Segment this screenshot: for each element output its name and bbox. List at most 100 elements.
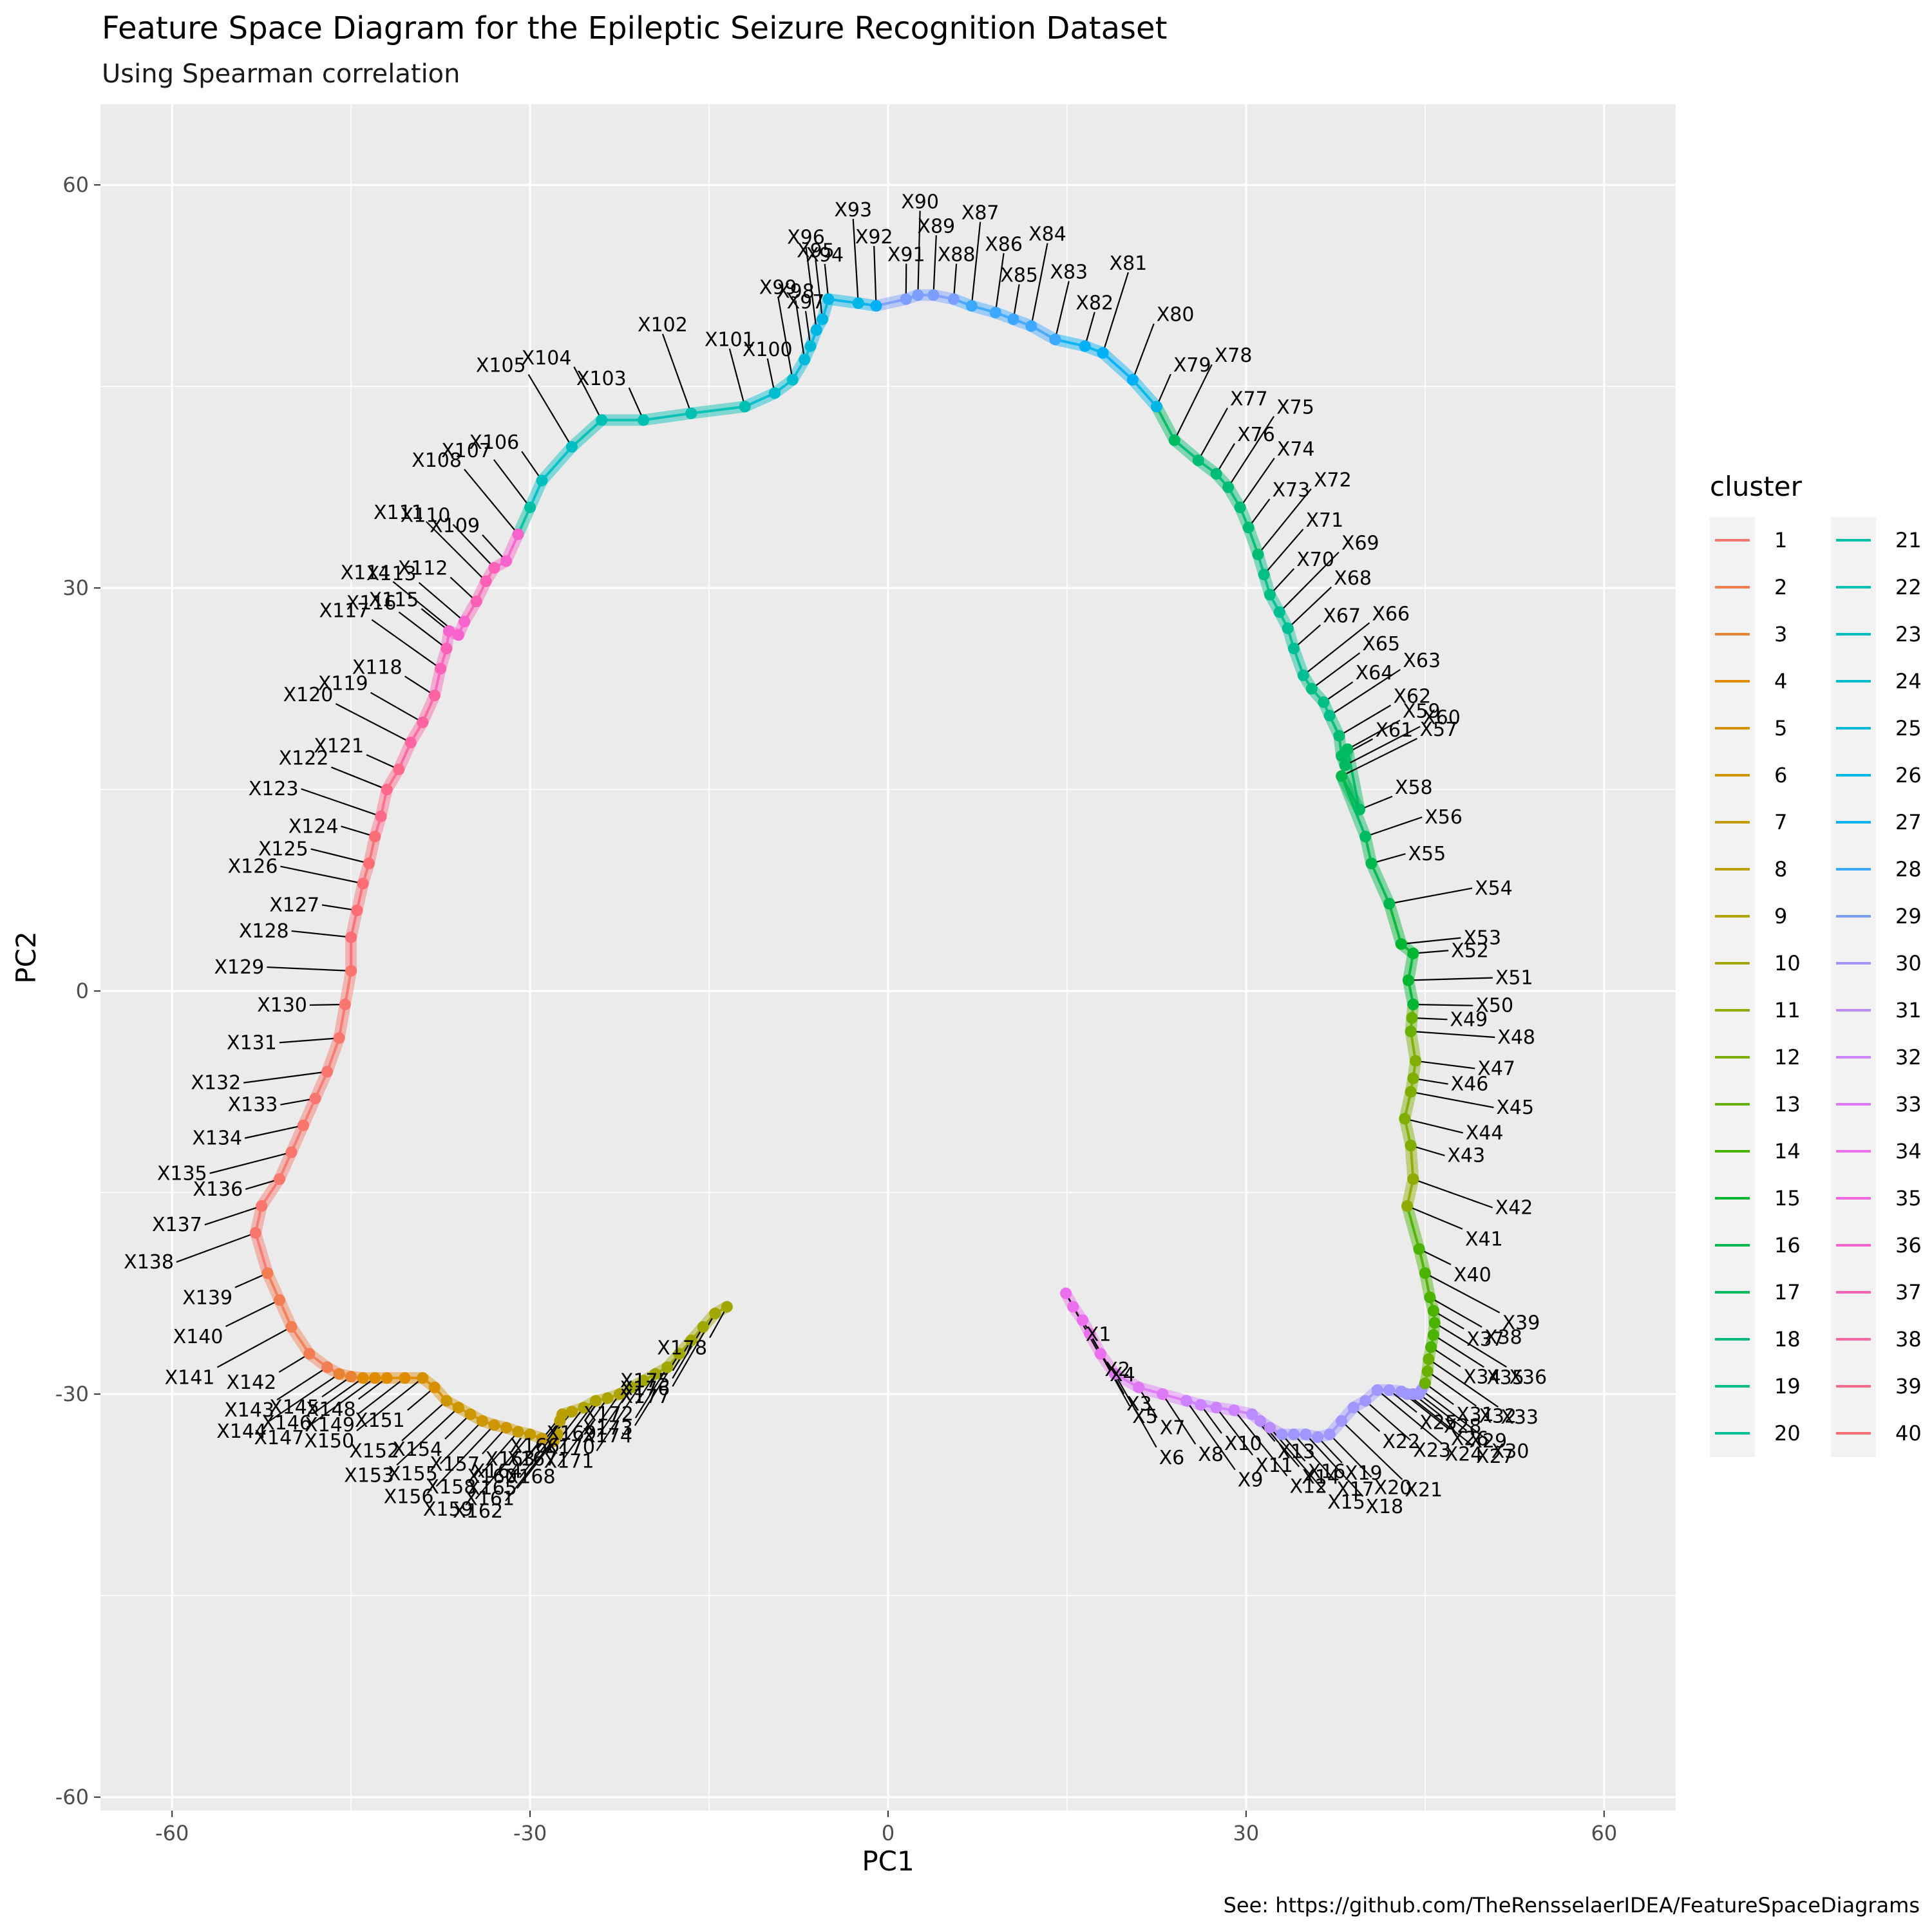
point-label-x173: X173	[583, 1417, 633, 1440]
point-label-x98: X98	[777, 280, 815, 303]
legend-label-11: 11	[1774, 998, 1801, 1022]
point-label-x102: X102	[638, 314, 688, 337]
legend-label-22: 22	[1895, 575, 1922, 599]
data-point-x135	[285, 1146, 298, 1158]
data-point-x40	[1413, 1243, 1425, 1255]
y-tick-label: 30	[62, 576, 89, 600]
point-label-x151: X151	[355, 1409, 405, 1432]
data-point-x78	[1168, 434, 1180, 446]
leader-line	[267, 966, 352, 972]
data-point-x81	[1097, 347, 1109, 359]
point-label-x35: X35	[1486, 1366, 1524, 1389]
data-point-x21	[1336, 1415, 1348, 1427]
x-axis-ticks: -60 -30 0 30 60	[155, 1811, 1617, 1845]
data-point-x145	[345, 1371, 357, 1383]
point-label-x176: X176	[620, 1378, 670, 1400]
point-label-x34: X34	[1463, 1366, 1501, 1389]
leader-line	[176, 1232, 256, 1263]
leader-line	[573, 366, 603, 420]
point-label-x5: X5	[1132, 1406, 1158, 1428]
point-label-x15: X15	[1327, 1491, 1365, 1514]
point-label-x135: X135	[157, 1162, 207, 1185]
leader-line	[1412, 1178, 1493, 1209]
point-label-x54: X54	[1475, 877, 1513, 900]
leader-line	[596, 1380, 645, 1451]
leader-line	[1413, 1003, 1473, 1006]
point-label-x133: X133	[228, 1094, 278, 1116]
point-label-x71: X71	[1306, 509, 1344, 532]
data-point-x95	[817, 313, 829, 325]
point-label-x145: X145	[269, 1396, 319, 1418]
point-label-x165: X165	[467, 1477, 517, 1500]
point-label-x137: X137	[152, 1214, 202, 1236]
path-core	[570, 419, 603, 449]
path-core	[1406, 1205, 1421, 1250]
data-point-x83	[1049, 334, 1061, 346]
y-tick-label: 0	[76, 979, 89, 1003]
point-label-x26: X26	[1451, 1428, 1489, 1451]
data-point-x42	[1407, 1173, 1419, 1185]
leader-line	[1114, 1373, 1157, 1448]
data-point-x80	[1126, 373, 1139, 386]
point-label-x43: X43	[1447, 1145, 1485, 1167]
point-label-x108: X108	[412, 449, 462, 472]
data-point-x12	[1228, 1404, 1240, 1417]
major-gridlines	[100, 104, 1676, 1811]
point-label-x115: X115	[368, 589, 419, 611]
point-label-x170: X170	[545, 1436, 595, 1458]
data-point-x152	[440, 1395, 453, 1407]
legend-label-36: 36	[1895, 1233, 1922, 1258]
legend-label-20: 20	[1774, 1421, 1801, 1446]
leader-line	[1200, 1404, 1222, 1434]
data-point-x172	[649, 1368, 661, 1380]
point-label-x140: X140	[173, 1326, 223, 1348]
data-point-x153	[452, 1402, 464, 1414]
legend-label-18: 18	[1774, 1327, 1801, 1352]
point-label-x10: X10	[1224, 1433, 1262, 1455]
point-label-x85: X85	[1000, 265, 1038, 287]
data-point-x85	[1007, 313, 1019, 325]
data-point-x124	[369, 831, 381, 843]
leader-line	[398, 611, 448, 649]
point-label-x167: X167	[507, 1448, 557, 1471]
data-point-x154	[464, 1408, 477, 1420]
leader-line	[1279, 551, 1340, 613]
leader-line	[1408, 977, 1493, 981]
point-label-x70: X70	[1296, 549, 1334, 571]
leader-line	[244, 1124, 304, 1139]
leader-line	[1428, 1358, 1499, 1408]
leader-line	[1257, 488, 1312, 555]
data-point-x1	[1060, 1287, 1072, 1299]
data-point-x24	[1371, 1384, 1383, 1396]
leader-line	[1329, 1433, 1372, 1478]
data-point-x71	[1258, 569, 1270, 581]
leader-line	[280, 865, 363, 885]
legend-label-14: 14	[1774, 1139, 1801, 1163]
point-label-x121: X121	[314, 735, 364, 757]
data-point-x4	[1084, 1328, 1096, 1340]
point-label-x120: X120	[283, 684, 334, 706]
legend-label-24: 24	[1895, 669, 1922, 693]
leader-line	[1406, 1393, 1474, 1447]
data-point-x8	[1157, 1388, 1169, 1400]
point-label-x3: X3	[1126, 1393, 1152, 1416]
data-point-x97	[804, 340, 817, 352]
point-label-x142: X142	[226, 1371, 276, 1394]
data-point-x176	[697, 1321, 709, 1333]
data-point-x107	[524, 501, 536, 513]
x-tick-label: 60	[1591, 1821, 1617, 1845]
point-label-x72: X72	[1314, 469, 1352, 491]
point-label-x169: X169	[547, 1422, 597, 1445]
point-label-x66: X66	[1372, 603, 1410, 625]
leader-line	[933, 235, 937, 296]
data-point-x45	[1405, 1086, 1417, 1098]
path-core	[642, 411, 693, 422]
data-point-x122	[381, 784, 393, 796]
data-point-x91	[900, 293, 912, 305]
data-point-x126	[357, 878, 369, 890]
data-point-x143	[321, 1361, 334, 1373]
data-point-x109	[500, 555, 513, 567]
point-label-x29: X29	[1469, 1430, 1507, 1453]
point-label-x73: X73	[1272, 479, 1310, 502]
data-point-x56	[1359, 831, 1372, 843]
